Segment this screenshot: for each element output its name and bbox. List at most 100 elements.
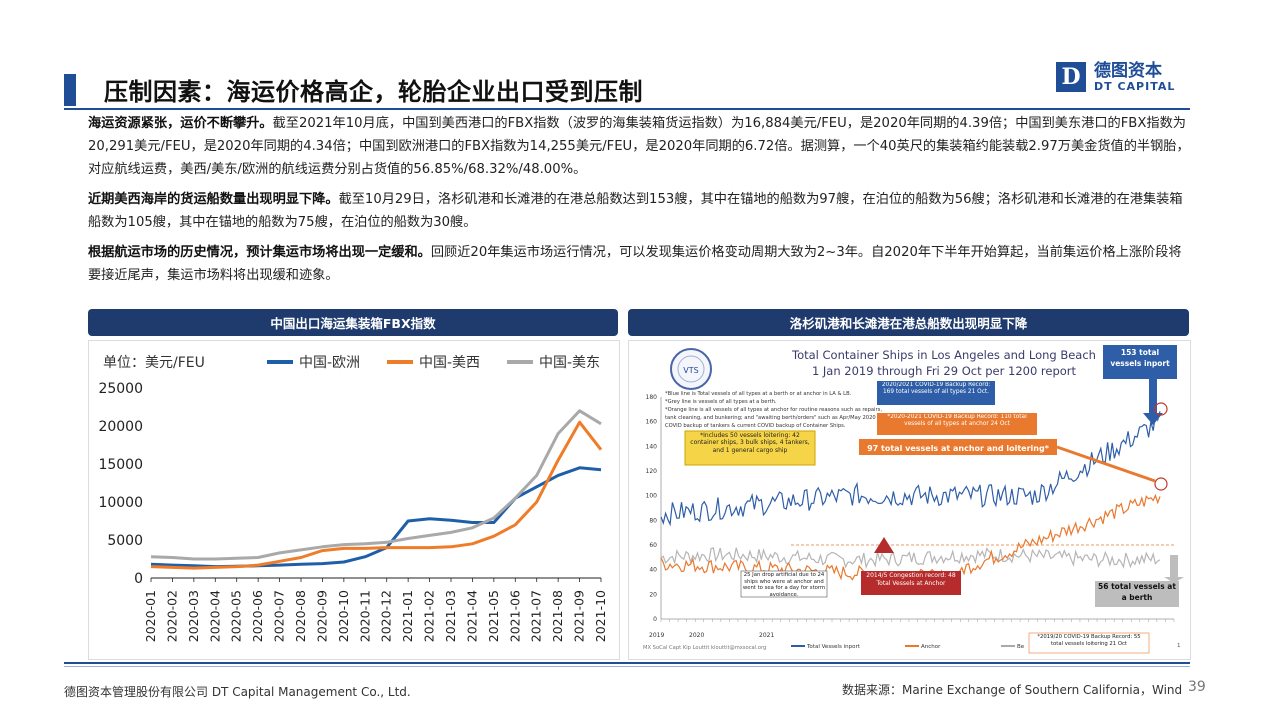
- fbx-chart-panel: 单位：美元/FEU 中国-欧洲 中国-美西 中国-美东 0 5000 10000 1500…: [88, 340, 620, 660]
- chart-axes: 0 5000 10000 15000 20000 25000 2020-01 2020-02 2…: [98, 381, 608, 642]
- y-tick-label: 20000: [98, 419, 143, 435]
- backup-2019-callout: [1028, 632, 1150, 654]
- anchor-callout: [859, 439, 1057, 455]
- legend-anchor-label: Anchor: [921, 644, 941, 650]
- ships-chart-title: Total Container Ships in Los Angeles and…: [791, 348, 1096, 362]
- x-tick-label: 2020-12: [379, 590, 394, 642]
- storm-callout-text: 25 Jan drop artificial due to 24 ships w…: [742, 572, 826, 596]
- year-label-2019: 2019: [649, 632, 664, 639]
- x-tick-label: 2021-05: [486, 590, 501, 642]
- ships-chart-header: 洛杉矶港和长滩港在港总船数出现明显下降: [628, 309, 1189, 336]
- x-tick-label: 2020-11: [357, 590, 372, 642]
- storm-callout: [740, 570, 828, 598]
- ships-line-chart: VTS Total Container Ships in Los Angeles…: [643, 345, 1184, 654]
- x-tick-label: 2020-02: [164, 590, 179, 642]
- year-label-2020: 2020: [689, 632, 704, 639]
- chart-notes: *Blue line is Total vessels of all types…: [665, 391, 882, 429]
- legend-inport-label: Total Vessels inport: [806, 644, 861, 650]
- x-tick-label: 2020-04: [207, 590, 222, 642]
- berth-callout-text: 56 total vessels at a berth: [1098, 582, 1176, 602]
- data-source: 数据来源：Marine Exchange of Southern Califor…: [842, 683, 1183, 697]
- x-tick-label: 2020-03: [186, 590, 201, 642]
- ships-series-line-0: [660, 411, 1161, 527]
- footer-divider: [64, 662, 1190, 664]
- paragraph-ships: 近期美西海岸的货运船数量出现明显下降。截至10月29日，洛杉矶港和长滩港的在港总…: [88, 188, 1192, 234]
- x-tick-label: 2021-07: [529, 590, 544, 642]
- x-tick-label: 2021-08: [550, 590, 565, 642]
- fbx-chart-header: 中国出口海运集装箱FBX指数: [88, 309, 618, 336]
- paragraph-lead: 根据航运市场的历史情况，预计集运市场将出现一定缓和。: [88, 245, 431, 260]
- x-tick-label: 2021-03: [443, 590, 458, 642]
- record-callout-orange-text: *2020-2021 COVID-19 Backup Record: 110 t…: [887, 414, 1026, 427]
- note-line: *Grey line is vessels of all types at a …: [665, 399, 777, 405]
- x-tick-label: 2021-04: [464, 590, 479, 642]
- loitering-callout-label: *Includes 50 vessels loitering: 42 conta…: [690, 432, 810, 454]
- inport-callout-label: 153 total vessels inport: [1110, 348, 1170, 368]
- x-tick-label: 2020-05: [229, 590, 244, 642]
- y-tick-label: 20: [649, 591, 657, 598]
- anchor-highlight-circle: [1154, 477, 1168, 491]
- backup-2019-callout-text: *2019/20 COVID-19 Backup Record: 55 tota…: [1037, 634, 1140, 647]
- note-line: COVID backup of tankers & current COVID …: [665, 423, 846, 429]
- x-tick-label: 2020-01: [143, 590, 158, 642]
- company-logo: D 德图资本 DT CAPITAL: [1056, 62, 1175, 93]
- berth-callout: [1095, 581, 1179, 607]
- paragraph-freight: 海运资源紧张，运价不断攀升。截至2021年10月底，中国到美西港口的FBX指数（…: [88, 112, 1192, 181]
- x-tick-label: 2021-01: [400, 590, 415, 642]
- y-tick-label: 40: [649, 567, 657, 574]
- ships-chart-subtitle: 1 Jan 2019 through Fri 29 Oct per 1200 r…: [812, 364, 1077, 378]
- y-tick-label: 120: [646, 468, 658, 475]
- inport-callout: [1103, 345, 1177, 379]
- year-label-2021: 2021: [759, 632, 774, 639]
- y-tick-label: 25000: [98, 381, 143, 397]
- ships-chart-panel: VTS Total Container Ships in Los Angeles…: [628, 340, 1191, 660]
- body-text: 海运资源紧张，运价不断攀升。截至2021年10月底，中国到美西港口的FBX指数（…: [88, 112, 1192, 294]
- x-tick-label: 2020-09: [314, 590, 329, 642]
- congestion-callout-text: 2014/5 Congestion record: 48 Total Vesse…: [866, 572, 955, 587]
- loitering-callout: [684, 430, 816, 466]
- page-title: 压制因素：海运价格高企，轮胎企业出口受到压制: [104, 78, 643, 106]
- y-tick-label: 10000: [98, 495, 143, 511]
- storm-callout-label: 25 Jan drop artificial due to 24 ships w…: [742, 572, 826, 596]
- footer-divider-thin: [64, 666, 1190, 667]
- y-tick-label: 160: [646, 419, 658, 426]
- logo-mark: D: [1056, 62, 1086, 93]
- anchor-callout-pointer: [1056, 445, 1156, 483]
- fbx-line-chart: 单位：美元/FEU 中国-欧洲 中国-美西 中国-美东 0 5000 10000 1500…: [98, 355, 608, 642]
- y-tick-label: 5000: [107, 533, 143, 549]
- y-tick-label: 140: [646, 443, 658, 450]
- title-accent-bar: [64, 74, 76, 106]
- congestion-marker-icon: [874, 537, 894, 553]
- series-line-0: [150, 466, 602, 569]
- unit-label: 单位：美元/FEU: [103, 355, 205, 371]
- paragraph-lead: 近期美西海岸的货运船数量出现明显下降。: [88, 192, 339, 207]
- x-tick-label: 2020-07: [272, 590, 287, 642]
- paragraph-body: 截至10月29日，洛杉矶港和长滩港的在港总船数达到153艘，其中在锚地的船数为9…: [88, 192, 1183, 230]
- congestion-callout: [861, 571, 961, 595]
- x-tick-label: 2020-10: [336, 590, 351, 642]
- berth-arrow-icon: [1164, 555, 1184, 583]
- x-tick-label: 2021-09: [572, 590, 587, 642]
- x-ticks: [660, 619, 1175, 622]
- legend-label: 中国-美西: [419, 355, 480, 371]
- y-ticks: 0 20 40 60 80 100 120 140 160 180: [646, 394, 658, 623]
- inport-arrow-icon: [1143, 379, 1163, 425]
- chart-legend: 中国-欧洲 中国-美西 中国-美东: [267, 355, 600, 371]
- logo-text: 德图资本 DT CAPITAL: [1094, 62, 1175, 93]
- paragraph-body: 回顾近20年集运市场运行情况，可以发现集运价格变动周期大致为2~3年。自2020…: [88, 245, 1182, 283]
- inport-callout-text: 153 total vessels inport: [1110, 348, 1170, 368]
- berth-callout-label: 56 total vessels at a berth: [1098, 582, 1176, 602]
- x-tick-label: 2020-08: [293, 590, 308, 642]
- x-tick-label: 2020-06: [250, 590, 265, 642]
- seal-inner-ring: [677, 355, 705, 383]
- page-number: 39: [1188, 679, 1206, 695]
- y-tick-label: 80: [649, 517, 657, 524]
- y-tick-label: 100: [646, 493, 658, 500]
- peak-highlight-circle: [1154, 402, 1168, 416]
- company-footer: 德图资本管理股份有限公司 DT Capital Management Co., …: [64, 685, 411, 699]
- logo-en: DT CAPITAL: [1094, 79, 1176, 93]
- series-line-2: [150, 409, 602, 561]
- x-tick-label: 2021-06: [507, 590, 522, 642]
- record-callout-blue: [877, 381, 995, 405]
- y-tick-label: 60: [649, 542, 657, 549]
